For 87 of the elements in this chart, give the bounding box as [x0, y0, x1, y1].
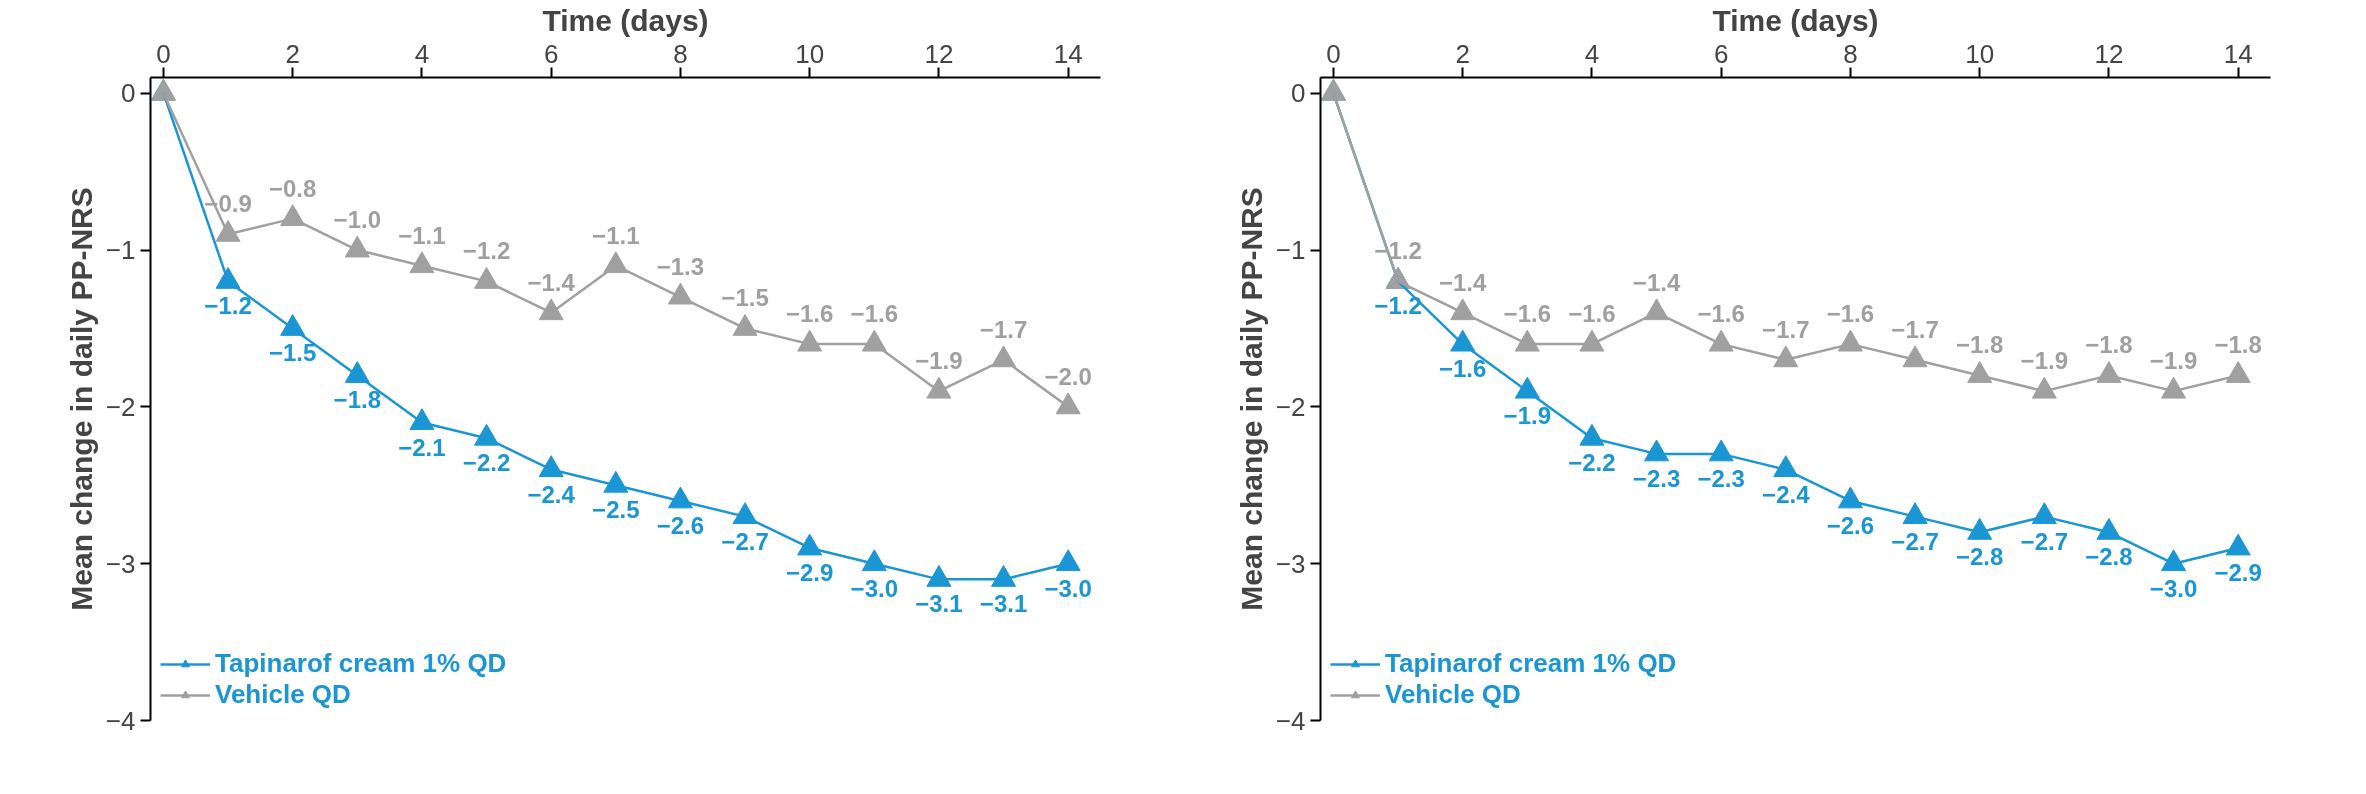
data-label: −2.9: [2214, 558, 2262, 586]
data-label: −1.7: [979, 315, 1028, 343]
data-label: −1.6: [1826, 300, 1875, 328]
data-label: −1.6: [1438, 355, 1487, 383]
x-tick-label: 2: [285, 38, 300, 69]
x-tick-label: 12: [2094, 38, 2124, 69]
data-label: −2.0: [1044, 362, 1092, 390]
y-tick-label: 0: [1291, 78, 1306, 109]
data-label: −2.8: [1955, 543, 2004, 571]
data-label: −2.2: [1568, 449, 1616, 477]
data-label: −1.7: [1762, 315, 1810, 343]
data-label: −1.3: [656, 253, 705, 281]
data-label: −2.3: [1697, 464, 1745, 492]
data-label: −1.6: [1568, 300, 1616, 328]
y-tick-label: −3: [1275, 548, 1306, 579]
x-tick-label: 10: [1965, 38, 1995, 69]
x-tick-label: 8: [1843, 38, 1858, 69]
data-label: −1.9: [2020, 347, 2069, 375]
y-tick-label: −2: [1275, 391, 1306, 422]
data-label: −1.5: [721, 284, 769, 312]
y-tick-label: −1: [105, 235, 136, 266]
data-label: −1.2: [462, 237, 511, 265]
data-label: −2.4: [527, 480, 576, 508]
data-label: −2.7: [721, 527, 769, 555]
data-label: −1.0: [333, 206, 381, 234]
data-label: −2.9: [785, 558, 834, 586]
data-label: −3.0: [2149, 574, 2198, 602]
data-label: −2.6: [1826, 511, 1875, 539]
legend-label: Tapinarof cream 1% QD: [1385, 648, 1677, 679]
data-label: −1.1: [398, 221, 446, 249]
x-tick-label: 10: [795, 38, 825, 69]
legend-label: Tapinarof cream 1% QD: [215, 648, 507, 679]
legend-label: Vehicle QD: [215, 679, 351, 710]
y-tick-label: −4: [1275, 705, 1306, 736]
x-tick-label: 4: [1584, 38, 1600, 69]
x-tick-label: 0: [1326, 38, 1341, 69]
x-axis-title: Time (days): [542, 3, 709, 37]
data-label: −2.4: [1762, 480, 1811, 508]
data-label: −3.0: [1044, 574, 1092, 602]
x-tick-label: 2: [1455, 38, 1470, 69]
y-axis-title: Mean change in daily PP-NRS: [1234, 187, 1268, 611]
x-axis-title: Time (days): [1712, 3, 1879, 37]
x-tick-label: 6: [1713, 38, 1729, 69]
data-label: −1.9: [2149, 347, 2198, 375]
data-label: −1.6: [850, 300, 899, 328]
x-tick-label: 14: [1053, 38, 1083, 69]
data-label: −1.4: [1632, 268, 1681, 296]
x-tick-label: 8: [673, 38, 688, 69]
data-label: −1.6: [785, 300, 834, 328]
data-label: −1.4: [1438, 268, 1488, 296]
data-label: −1.8: [2085, 331, 2133, 359]
data-label: −2.6: [656, 511, 705, 539]
data-label: −1.9: [915, 347, 963, 375]
data-label: −1.6: [1697, 300, 1745, 328]
x-tick-label: 0: [156, 38, 171, 69]
x-tick-label: 4: [414, 38, 430, 69]
data-label: −2.8: [2085, 543, 2133, 571]
data-label: −3.1: [979, 590, 1028, 618]
y-tick-label: −2: [105, 391, 136, 422]
data-label: −2.1: [398, 433, 446, 461]
data-label: −0.8: [268, 174, 317, 202]
data-label: −1.8: [2214, 331, 2262, 359]
y-tick-label: 0: [121, 78, 136, 109]
data-label: −1.8: [333, 386, 381, 414]
data-label: −1.5: [268, 339, 317, 367]
data-label: −2.5: [592, 496, 640, 524]
y-tick-label: −4: [105, 705, 136, 736]
y-tick-label: −3: [105, 548, 136, 579]
data-label: −2.7: [1891, 527, 1939, 555]
data-label: −1.2: [204, 292, 252, 320]
data-label: −1.9: [1503, 402, 1551, 430]
data-label: −1.1: [592, 221, 640, 249]
legend-label: Vehicle QD: [1385, 679, 1521, 710]
data-label: −3.0: [850, 574, 899, 602]
y-axis-title: Mean change in daily PP-NRS: [64, 187, 98, 611]
y-tick-label: −1: [1275, 235, 1306, 266]
data-label: −1.7: [1891, 315, 1939, 343]
x-tick-label: 12: [924, 38, 954, 69]
data-label: −2.7: [2020, 527, 2069, 555]
x-tick-label: 6: [543, 38, 559, 69]
data-label: −3.1: [915, 590, 963, 618]
data-label: −1.4: [527, 268, 576, 296]
data-label: −2.2: [462, 449, 511, 477]
data-label: −1.8: [1955, 331, 2004, 359]
data-label: −1.6: [1503, 300, 1551, 328]
data-label: −2.3: [1632, 464, 1681, 492]
x-tick-label: 14: [2223, 38, 2253, 69]
